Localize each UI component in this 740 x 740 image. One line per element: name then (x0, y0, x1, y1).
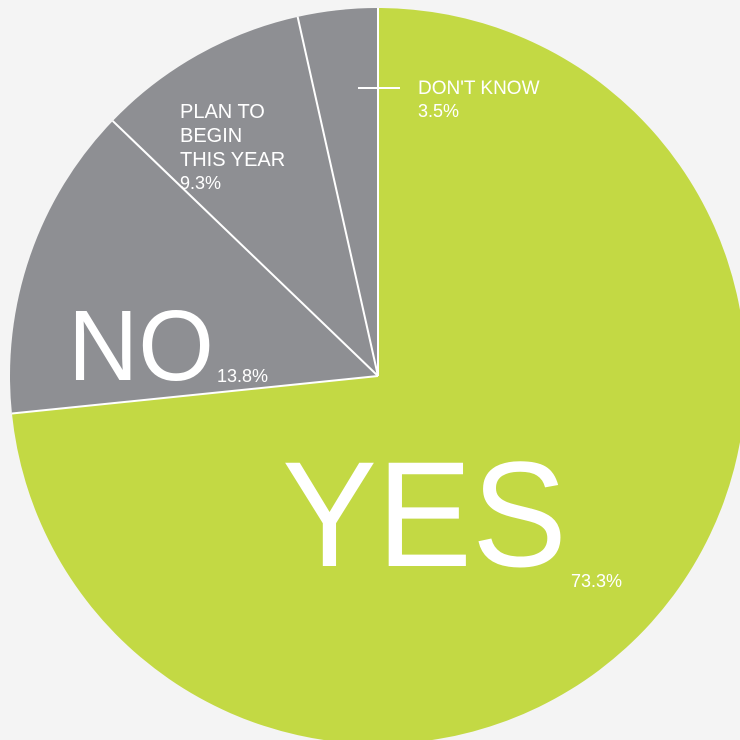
slice-value-yes: 73.3% (571, 571, 622, 591)
slice-label-dont-know: DON'T KNOW (418, 78, 540, 99)
pie-slice-plan-to-begin-this-year (112, 16, 379, 377)
slice-label-yes: YES (282, 430, 567, 598)
slice-label-no: NO (68, 290, 214, 402)
slice-value-dont-know: 3.5% (418, 101, 459, 121)
slice-separator (296, 16, 379, 377)
pie-slice-no (9, 120, 378, 414)
slice-value-no: 13.8% (217, 366, 268, 386)
pie-slice-yes (11, 8, 740, 740)
slice-separator (11, 375, 379, 415)
slice-label-plan-line-2: BEGIN (180, 125, 242, 147)
slice-value-plan: 9.3% (180, 173, 221, 193)
slice-label-plan-line-3: THIS YEAR (180, 149, 285, 171)
slice-label-plan-line-1: PLAN TO (180, 101, 265, 123)
slice-separator (112, 120, 379, 377)
